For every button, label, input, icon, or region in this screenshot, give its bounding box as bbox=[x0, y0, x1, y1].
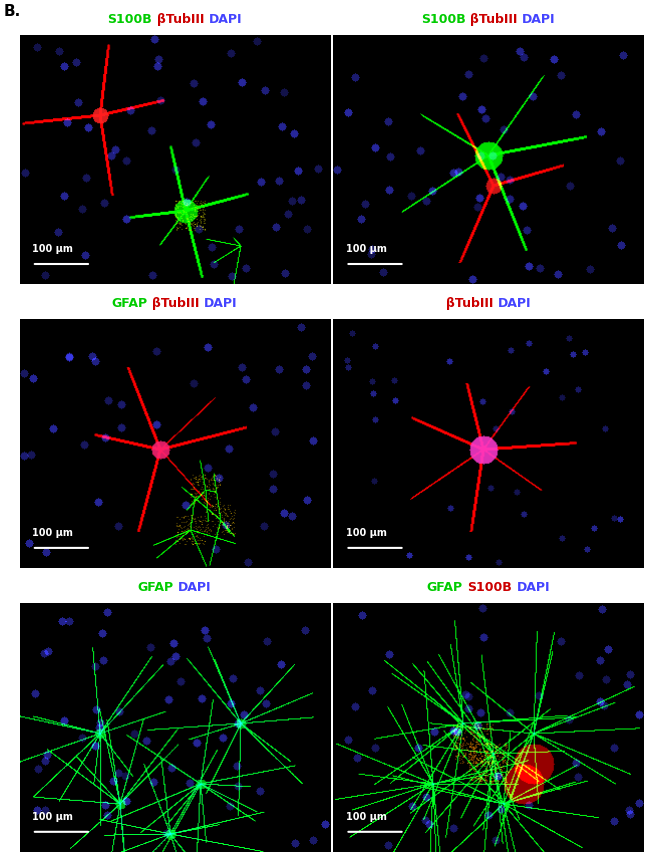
Text: GFAP: GFAP bbox=[112, 297, 148, 310]
Text: DAPI: DAPI bbox=[497, 297, 531, 310]
Text: /: / bbox=[204, 13, 209, 27]
Text: S100B: S100B bbox=[467, 581, 512, 594]
Text: B.: B. bbox=[3, 4, 21, 20]
Text: βTubIII: βTubIII bbox=[157, 13, 204, 27]
Text: /: / bbox=[174, 581, 178, 594]
Text: βTubIII: βTubIII bbox=[445, 297, 493, 310]
Text: βTubIII: βTubIII bbox=[152, 297, 200, 310]
Text: GFAP: GFAP bbox=[426, 581, 463, 594]
Text: /: / bbox=[512, 581, 517, 594]
Text: /: / bbox=[148, 297, 152, 310]
Text: /: / bbox=[463, 581, 467, 594]
Text: GFAP: GFAP bbox=[138, 581, 174, 594]
Text: DAPI: DAPI bbox=[209, 13, 242, 27]
Text: DAPI: DAPI bbox=[204, 297, 238, 310]
Text: DAPI: DAPI bbox=[178, 581, 212, 594]
Text: 100 μm: 100 μm bbox=[346, 811, 386, 822]
Text: 100 μm: 100 μm bbox=[32, 811, 73, 822]
Text: S100B: S100B bbox=[107, 13, 152, 27]
Text: DAPI: DAPI bbox=[517, 581, 550, 594]
Text: 100 μm: 100 μm bbox=[346, 528, 386, 538]
Text: 100 μm: 100 μm bbox=[346, 244, 386, 254]
Text: S100B: S100B bbox=[421, 13, 465, 27]
Text: 100 μm: 100 μm bbox=[32, 528, 73, 538]
Text: βTubIII: βTubIII bbox=[470, 13, 517, 27]
Text: /: / bbox=[465, 13, 470, 27]
Text: DAPI: DAPI bbox=[522, 13, 556, 27]
Text: /: / bbox=[493, 297, 497, 310]
Text: 100 μm: 100 μm bbox=[32, 244, 73, 254]
Text: /: / bbox=[200, 297, 204, 310]
Text: /: / bbox=[517, 13, 522, 27]
Text: /: / bbox=[152, 13, 157, 27]
